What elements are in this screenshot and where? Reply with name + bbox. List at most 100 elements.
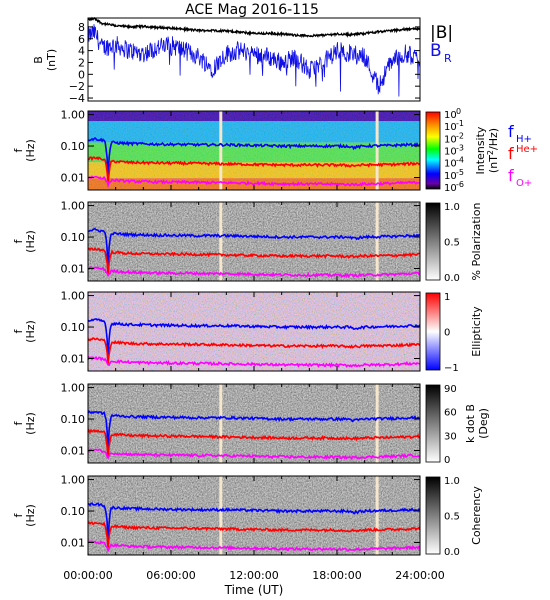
freq-tick-label: 0.01 <box>61 171 86 184</box>
freq-tick-label: 0.10 <box>61 140 86 153</box>
gyro-legend-sub-2: O+ <box>516 178 532 189</box>
gyro-line-f-h <box>88 227 421 273</box>
freq-axis-label: f <box>12 512 25 517</box>
gyro-line-f-h <box>87 410 421 454</box>
kdotb-colorbar-unit: (Deg) <box>477 408 490 439</box>
mag-ytick-label: −2 <box>69 80 85 93</box>
polarization-speckle <box>88 202 420 281</box>
mag-panel-frame <box>87 17 421 102</box>
freq-axis-unit: (Hz) <box>24 504 37 527</box>
data-gap-stripe <box>375 476 379 555</box>
gyro-line-f-h <box>87 502 421 546</box>
intensity-colorbar <box>425 111 441 190</box>
intensity-tick-exp: -4 <box>456 156 464 165</box>
ellipticity-texture <box>88 292 420 371</box>
coherency-speckle <box>88 476 420 555</box>
kdotb-colorbar-tick: 0 <box>444 455 450 466</box>
time-tick-label: 18:00:00 <box>312 569 361 582</box>
intensity-tick-exp: -1 <box>456 119 464 128</box>
mag-ytick-label: 6 <box>78 33 85 46</box>
gyro-line-f-he <box>87 428 421 458</box>
mag-ytick-label: 4 <box>78 45 85 58</box>
gyro-line-f-h <box>87 136 421 180</box>
intensity-unit-sup: 2 <box>486 150 495 155</box>
intensity-tick-base: 10 <box>444 110 457 121</box>
mag-ytick-label: 2 <box>78 56 85 69</box>
gyro-legend-1: f <box>508 144 514 163</box>
kdotb-colorbar <box>425 384 441 463</box>
intensity-texture <box>88 111 420 190</box>
polarization-colorbar <box>425 202 441 281</box>
freq-axis-label: f <box>12 420 25 425</box>
freq-tick-label: 0.01 <box>61 262 86 275</box>
ellipticity-colorbar <box>425 292 441 371</box>
kdotb-colorbar-tick: 60 <box>444 408 457 419</box>
intensity-tick-base: 10 <box>444 183 457 194</box>
gyro-line-f-o <box>87 448 421 461</box>
mag-ytick-label: 0 <box>78 68 85 81</box>
gyro-line-f-o <box>87 355 421 369</box>
intensity-tick-base: 10 <box>444 159 457 170</box>
freq-tick-label: 1.00 <box>61 200 86 213</box>
series-line-b-total <box>87 16 421 39</box>
intensity-unit-main: (nT <box>487 155 500 173</box>
mag-ylabel: B <box>32 56 45 64</box>
kdotb-colorbar-label: k dot B <box>464 404 477 443</box>
kdotb-colorbar-tick: 90 <box>444 384 457 395</box>
spectrogram-panel-polarization: 1.00 0.10 0.01 f (Hz) 1.0 0.5 0.0 % Polarization <box>12 200 483 284</box>
intensity-tick-exp: -6 <box>456 180 464 189</box>
freq-axis-label: f <box>12 328 25 333</box>
spectrogram-panel-kdotb: 1.00 0.10 0.01 f (Hz) 90 60 30 0 k dot B (Deg) <box>12 382 490 466</box>
freq-tick-label: 0.10 <box>61 321 86 334</box>
gyro-line-f-o <box>87 266 421 279</box>
figure-title: ACE Mag 2016-115 <box>185 2 319 18</box>
time-tick-label: 12:00:00 <box>229 569 278 582</box>
legend-b-total: |B| <box>430 23 453 43</box>
spectrogram-panel-ellipticity: 1.00 0.10 0.01 f (Hz) 1 0 −1 Ellipticity <box>12 290 483 374</box>
freq-tick-label: 0.10 <box>61 231 86 244</box>
freq-tick-label: 0.10 <box>61 413 86 426</box>
polarization-colorbar-tick: 0.5 <box>444 238 460 249</box>
coherency-colorbar-tick: 0.5 <box>444 512 460 523</box>
data-gap-stripe <box>219 476 223 555</box>
intensity-tick-base: 10 <box>444 122 457 133</box>
freq-axis-unit: (Hz) <box>24 320 37 343</box>
data-gap-stripe <box>219 111 223 190</box>
intensity-tick-exp: -3 <box>456 144 464 153</box>
freq-axis-label: f <box>12 238 25 243</box>
time-tick-label: 06:00:00 <box>146 569 195 582</box>
gyro-line-f-he <box>87 337 421 364</box>
freq-tick-label: 0.01 <box>61 352 86 365</box>
series-line-b-r <box>87 24 421 97</box>
gyro-legend-sup-1: He+ <box>516 144 538 155</box>
freq-tick-label: 1.00 <box>61 290 86 303</box>
gyro-legend-sub-0: H+ <box>516 134 532 145</box>
intensity-colorbar-label: Intensity <box>474 126 487 174</box>
ellipticity-colorbar-tick: 0 <box>444 328 450 339</box>
intensity-tick-exp: -2 <box>456 131 464 140</box>
freq-axis-unit: (Hz) <box>24 139 37 162</box>
coherency-colorbar-label: Coherency <box>470 486 483 545</box>
freq-tick-label: 1.00 <box>61 109 86 122</box>
freq-tick-label: 0.01 <box>61 444 86 457</box>
gyro-line-f-he <box>87 156 421 183</box>
coherency-colorbar-tick: 0.0 <box>444 547 460 558</box>
coherency-colorbar <box>425 476 441 555</box>
polarization-colorbar-tick: 1.0 <box>444 202 460 213</box>
gyro-line-f-h <box>87 318 421 362</box>
ellipticity-colorbar-tick: −1 <box>444 363 459 374</box>
data-gap-stripe <box>375 202 379 281</box>
ellipticity-colorbar-tick: 1 <box>444 292 450 303</box>
data-gap-stripe <box>219 384 223 463</box>
coherency-colorbar-tick: 1.0 <box>444 476 460 487</box>
time-tick-label: 24:00:00 <box>395 569 444 582</box>
gyro-line-f-he <box>87 521 421 548</box>
time-axis-label: Time (UT) <box>224 583 284 597</box>
polarization-colorbar-tick: 0.0 <box>444 273 460 284</box>
freq-axis-label: f <box>12 147 25 152</box>
freq-axis-unit: (Hz) <box>24 412 37 435</box>
intensity-tick-exp: 0 <box>456 107 461 116</box>
kdotb-speckle <box>88 384 420 463</box>
